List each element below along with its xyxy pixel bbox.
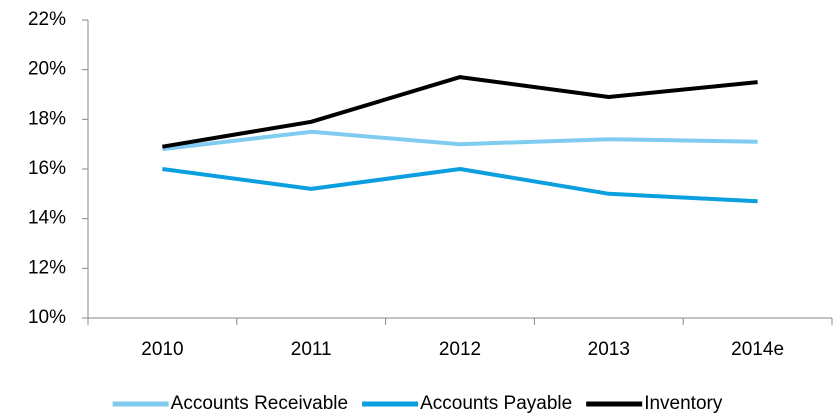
y-tick-label: 14% [28, 208, 66, 229]
y-tick-label: 20% [28, 59, 66, 80]
y-tick-label: 22% [28, 9, 66, 30]
y-tick-label: 12% [28, 257, 66, 278]
legend-label: Accounts Payable [420, 393, 572, 414]
x-tick-label: 2013 [588, 339, 630, 360]
x-tick-label: 2011 [291, 339, 332, 360]
x-tick-label: 2012 [439, 339, 481, 360]
series-line [162, 75, 758, 149]
series-line [162, 167, 758, 204]
y-tick-label: 18% [28, 108, 66, 129]
x-tick-label: 2014e [731, 339, 784, 360]
legend-label: Inventory [644, 393, 723, 414]
series-line [162, 129, 758, 152]
legend-label: Accounts Receivable [171, 393, 348, 414]
y-tick-label: 16% [28, 158, 66, 179]
x-tick-label: 2010 [141, 339, 183, 360]
y-tick-label: 10% [28, 307, 66, 328]
